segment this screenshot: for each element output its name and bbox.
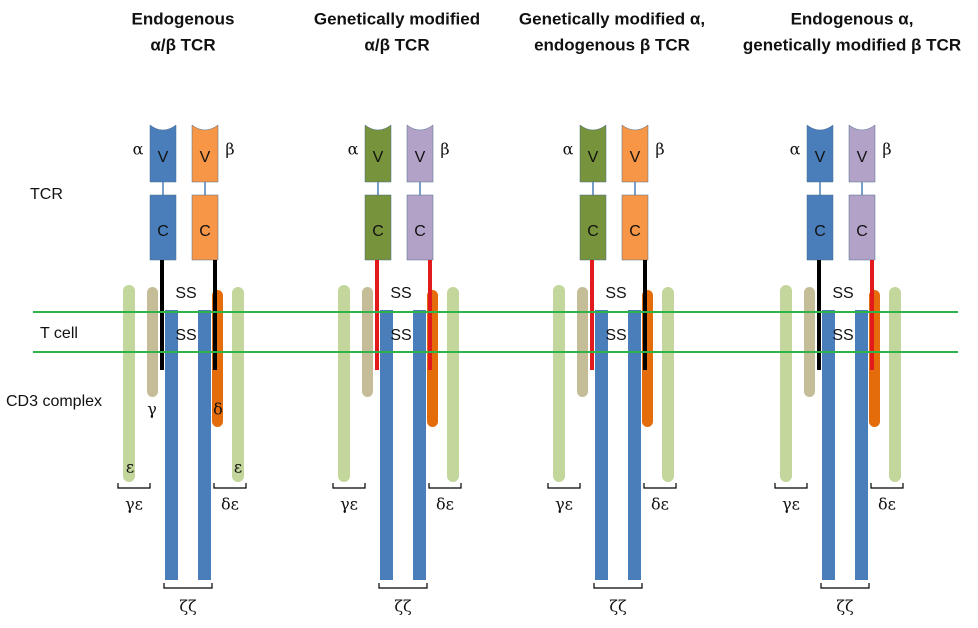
c-label: C [856,223,868,240]
alpha-label: α [563,140,574,159]
ss-label: SS [390,327,411,344]
panel-title: Endogenous [132,9,235,28]
gamma-epsilon-label: γε [782,495,800,514]
zeta-zeta-label: ζζ [394,597,412,616]
epsilon-chain [889,287,901,482]
c-label: C [199,223,211,240]
alpha-label: α [133,140,144,159]
beta-label: β [225,140,234,159]
bracket [214,483,246,488]
c-label: C [157,223,169,240]
ss-label: SS [605,327,626,344]
gamma-epsilon-label: γε [340,495,358,514]
zeta-chain [855,310,868,580]
ss-label: SS [175,285,196,302]
epsilon-chain [338,285,350,482]
ss-label: SS [832,327,853,344]
zeta-chain [198,310,211,580]
gamma-chain [147,287,158,397]
panel-title: Endogenous α, [791,9,914,28]
ss-label: SS [390,285,411,302]
v-label: V [857,149,868,166]
v-label: V [815,149,826,166]
zeta-chain [628,310,641,580]
diagram: TCR T cell CD3 complex Endogenous α/β TCR… [0,0,978,628]
c-label: C [414,223,426,240]
bracket [644,483,676,488]
epsilon-chain [232,287,244,482]
zeta-chain [413,310,426,580]
beta-label: β [882,140,891,159]
bracket [548,483,580,488]
zeta-zeta-label: ζζ [836,597,854,616]
zeta-chain [595,310,608,580]
bracket [118,483,150,488]
gamma-label: γ [147,400,157,419]
tcr-label: TCR [30,186,63,203]
epsilon-chain [662,287,674,482]
v-label: V [415,149,426,166]
bracket [871,483,903,488]
t-cell-label: T cell [40,325,78,342]
delta-epsilon-label: δε [436,495,454,514]
epsilon-chain [553,285,565,482]
alpha-label: α [348,140,359,159]
gamma-chain [362,287,373,397]
panel-title: α/β TCR [150,35,215,54]
panel-title: Genetically modified [314,9,480,28]
v-label: V [200,149,211,166]
bracket [775,483,807,488]
gamma-chain [577,287,588,397]
zeta-chain [165,310,178,580]
c-label: C [372,223,384,240]
delta-epsilon-label: δε [651,495,669,514]
epsilon-chain [123,285,135,482]
gamma-epsilon-label: γε [555,495,573,514]
zeta-zeta-label: ζζ [179,597,197,616]
bracket [333,483,365,488]
epsilon-label: ε [234,458,242,477]
bracket [594,583,642,588]
beta-label: β [655,140,664,159]
v-label: V [630,149,641,166]
beta-label: β [440,140,449,159]
delta-label: δ [213,400,223,419]
zeta-chain [822,310,835,580]
c-label: C [814,223,826,240]
gamma-chain [804,287,815,397]
zeta-chain [380,310,393,580]
ss-label: SS [832,285,853,302]
v-label: V [158,149,169,166]
bracket [164,583,212,588]
c-label: C [629,223,641,240]
zeta-zeta-label: ζζ [609,597,627,616]
panel-title: endogenous β TCR [534,35,690,54]
panel-title: Genetically modified α, [519,9,705,28]
cd3-label: CD3 complex [6,393,102,410]
v-label: V [373,149,384,166]
bracket [821,583,869,588]
bracket [379,583,427,588]
delta-epsilon-label: δε [878,495,896,514]
ss-label: SS [175,327,196,344]
panel-title: α/β TCR [364,35,429,54]
gamma-epsilon-label: γε [125,495,143,514]
epsilon-label: ε [126,458,134,477]
epsilon-chain [780,285,792,482]
bracket [429,483,461,488]
v-label: V [588,149,599,166]
ss-label: SS [605,285,626,302]
delta-epsilon-label: δε [221,495,239,514]
alpha-label: α [790,140,801,159]
panel-title: genetically modified β TCR [743,35,961,54]
panels [118,125,903,588]
c-label: C [587,223,599,240]
epsilon-chain [447,287,459,482]
